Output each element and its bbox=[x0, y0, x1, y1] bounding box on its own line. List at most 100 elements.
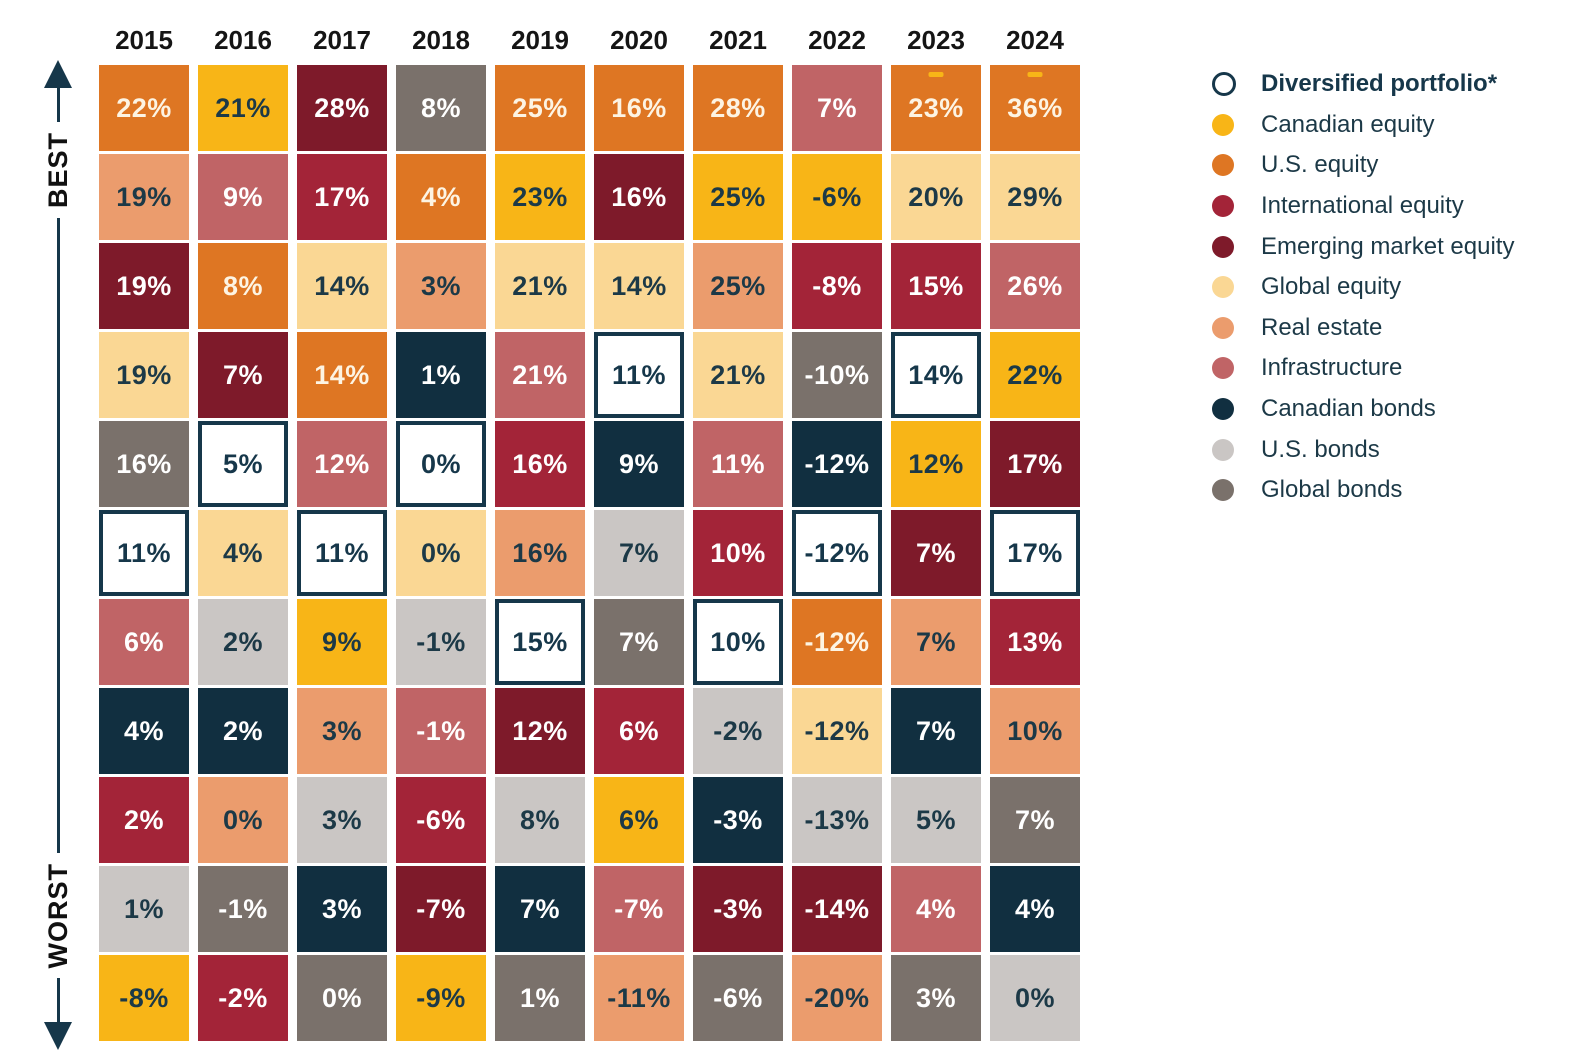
return-value: 3% bbox=[321, 804, 363, 835]
return-value: 0% bbox=[420, 537, 462, 568]
return-value: -1% bbox=[416, 715, 466, 746]
return-cell: 5% bbox=[891, 777, 981, 863]
return-cell: -14% bbox=[792, 866, 882, 952]
return-cell: 16% bbox=[594, 154, 684, 240]
year-label: 2016 bbox=[214, 25, 272, 55]
return-value: 0% bbox=[420, 448, 462, 479]
return-cell: 7% bbox=[495, 866, 585, 952]
return-cell: 14% bbox=[297, 243, 387, 329]
return-cell: -13% bbox=[792, 777, 882, 863]
arrow-up-icon bbox=[44, 60, 72, 88]
return-cell: 6% bbox=[594, 777, 684, 863]
return-cell: -12% bbox=[792, 421, 882, 507]
return-value: -6% bbox=[812, 181, 862, 212]
return-value: -10% bbox=[804, 359, 870, 390]
return-cell: 3% bbox=[297, 866, 387, 952]
legend-item-us_bonds: U.S. bonds bbox=[1212, 429, 1514, 470]
legend-item-us_equity: U.S. equity bbox=[1212, 145, 1514, 186]
return-cell: -11% bbox=[594, 955, 684, 1041]
return-value: 22% bbox=[1007, 359, 1063, 390]
return-cell: 11% bbox=[297, 510, 387, 596]
year-row: 2015 2016 2017 2018 2019 2020 2021 2022 2023 2024 bbox=[99, 24, 1080, 56]
return-cell: 12% bbox=[297, 421, 387, 507]
best-label: BEST bbox=[42, 132, 73, 209]
return-cell: 2% bbox=[198, 599, 288, 685]
return-cell: 20% bbox=[891, 154, 981, 240]
legend-label: U.S. bonds bbox=[1261, 435, 1380, 463]
return-value: 10% bbox=[1007, 715, 1063, 746]
return-cell: 17% bbox=[990, 421, 1080, 507]
return-value: 1% bbox=[519, 982, 561, 1013]
return-cell: 1% bbox=[495, 955, 585, 1041]
return-cell: -2% bbox=[198, 955, 288, 1041]
return-cell: 19% bbox=[99, 154, 189, 240]
return-cell: -7% bbox=[594, 866, 684, 952]
return-cell: 7% bbox=[792, 65, 882, 151]
canadian_bonds-dot-icon bbox=[1212, 398, 1234, 421]
real_estate-dot-icon bbox=[1212, 316, 1234, 339]
return-cell: 16% bbox=[594, 65, 684, 151]
return-value: 2% bbox=[222, 715, 264, 746]
emerging_market_equity-dot-icon bbox=[1212, 235, 1234, 258]
return-cell: 17% bbox=[297, 154, 387, 240]
return-cell: 0% bbox=[198, 777, 288, 863]
axis-line bbox=[56, 218, 60, 853]
return-cell: -7% bbox=[396, 866, 486, 952]
return-value: 7% bbox=[222, 359, 264, 390]
return-value: 0% bbox=[321, 982, 363, 1013]
return-cell: -12% bbox=[792, 510, 882, 596]
return-cell: 21% bbox=[198, 65, 288, 151]
year-label: 2019 bbox=[511, 25, 569, 55]
return-cell: -1% bbox=[198, 866, 288, 952]
return-value: 7% bbox=[915, 537, 957, 568]
return-cell: 16% bbox=[495, 421, 585, 507]
return-value: 10% bbox=[710, 537, 766, 568]
return-value: 26% bbox=[1007, 270, 1063, 301]
return-cell: 4% bbox=[990, 866, 1080, 952]
return-cell: 3% bbox=[396, 243, 486, 329]
return-value: 1% bbox=[123, 893, 165, 924]
return-cell: 7% bbox=[594, 599, 684, 685]
year-label: 2024 bbox=[1006, 25, 1064, 55]
return-value: 28% bbox=[314, 92, 370, 123]
return-value: -13% bbox=[804, 804, 870, 835]
return-cell: 10% bbox=[990, 688, 1080, 774]
return-cell: 36% bbox=[990, 65, 1080, 151]
international_equity-dot-icon bbox=[1212, 195, 1234, 218]
return-cell: 1% bbox=[396, 332, 486, 418]
return-value: 11% bbox=[314, 537, 370, 568]
diversified-ring-icon bbox=[1212, 72, 1236, 97]
return-value: 21% bbox=[512, 359, 568, 390]
return-value: 25% bbox=[710, 181, 766, 212]
return-value: 3% bbox=[915, 982, 957, 1013]
return-cell: 2% bbox=[99, 777, 189, 863]
return-cell: -2% bbox=[693, 688, 783, 774]
return-cell: 21% bbox=[693, 332, 783, 418]
return-value: 7% bbox=[915, 626, 957, 657]
return-value: -2% bbox=[218, 982, 268, 1013]
return-cell: 1% bbox=[99, 866, 189, 952]
return-cell: 6% bbox=[594, 688, 684, 774]
legend: Diversified portfolio* Canadian equity U.S… bbox=[1212, 64, 1514, 511]
return-value: 16% bbox=[512, 448, 568, 479]
return-value: 23% bbox=[908, 92, 964, 123]
return-value: 29% bbox=[1007, 181, 1063, 212]
return-cell: 22% bbox=[990, 332, 1080, 418]
return-cell: 3% bbox=[891, 955, 981, 1041]
axis-line bbox=[56, 978, 60, 1022]
return-cell: -8% bbox=[99, 955, 189, 1041]
highlight-dash-icon bbox=[1027, 72, 1043, 77]
return-cell: 21% bbox=[495, 243, 585, 329]
return-value: -3% bbox=[713, 893, 763, 924]
return-value: -6% bbox=[713, 982, 763, 1013]
legend-item-canadian_equity: Canadian equity bbox=[1212, 105, 1514, 146]
us_equity-dot-icon bbox=[1212, 154, 1234, 177]
return-cell: 26% bbox=[990, 243, 1080, 329]
return-value: 8% bbox=[222, 270, 264, 301]
return-value: 0% bbox=[222, 804, 264, 835]
infrastructure-dot-icon bbox=[1212, 357, 1234, 380]
return-cell: -6% bbox=[396, 777, 486, 863]
return-value: 4% bbox=[1014, 893, 1056, 924]
return-cell: -3% bbox=[693, 777, 783, 863]
legend-label: Canadian bonds bbox=[1261, 395, 1436, 423]
